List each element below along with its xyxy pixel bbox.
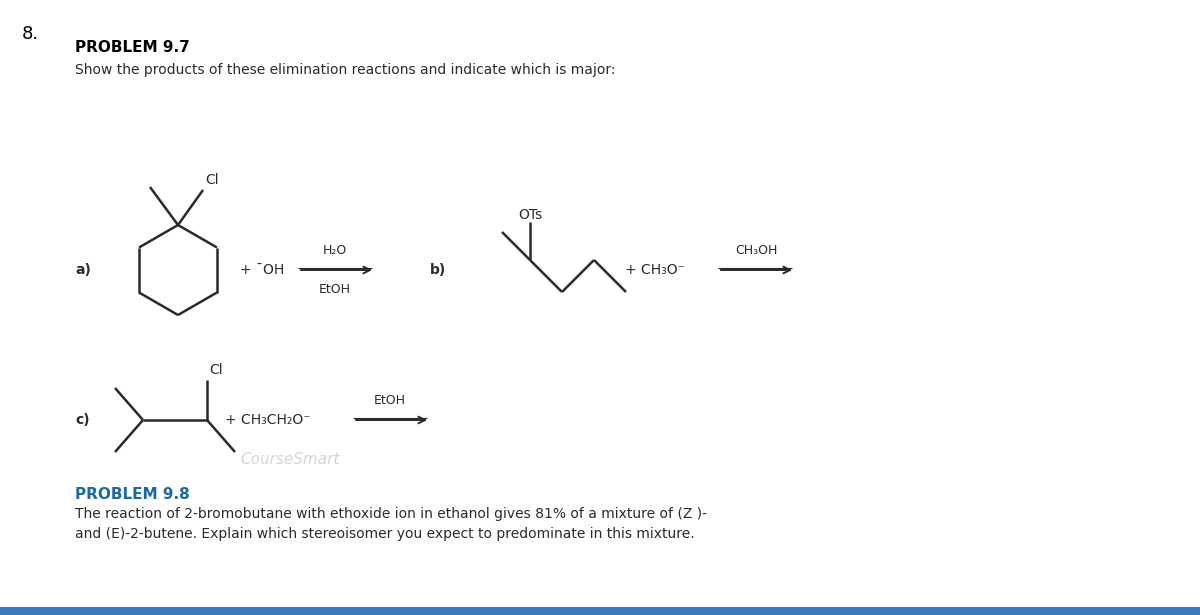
Text: PROBLEM 9.8: PROBLEM 9.8 [74, 487, 190, 502]
Text: EtOH: EtOH [374, 394, 406, 407]
Text: 8.: 8. [22, 25, 40, 43]
Text: The reaction of 2-bromobutane with ethoxide ion in ethanol gives 81% of a mixtur: The reaction of 2-bromobutane with ethox… [74, 507, 707, 541]
Text: b): b) [430, 263, 446, 277]
Text: + ¯OH: + ¯OH [240, 263, 284, 277]
Text: CourseSmart: CourseSmart [240, 453, 340, 467]
Text: Cl: Cl [209, 363, 223, 377]
Bar [0, 607, 1200, 615]
Text: H₂O: H₂O [323, 244, 347, 257]
Text: Cl: Cl [205, 173, 218, 187]
Text: a): a) [74, 263, 91, 277]
Text: OTs: OTs [518, 208, 542, 222]
Text: Show the products of these elimination reactions and indicate which is major:: Show the products of these elimination r… [74, 63, 616, 77]
Text: + CH₃CH₂O⁻: + CH₃CH₂O⁻ [226, 413, 311, 427]
Text: CH₃OH: CH₃OH [734, 244, 778, 257]
Text: EtOH: EtOH [319, 283, 352, 296]
Text: c): c) [74, 413, 90, 427]
Text: + CH₃O⁻: + CH₃O⁻ [625, 263, 685, 277]
Text: PROBLEM 9.7: PROBLEM 9.7 [74, 40, 190, 55]
